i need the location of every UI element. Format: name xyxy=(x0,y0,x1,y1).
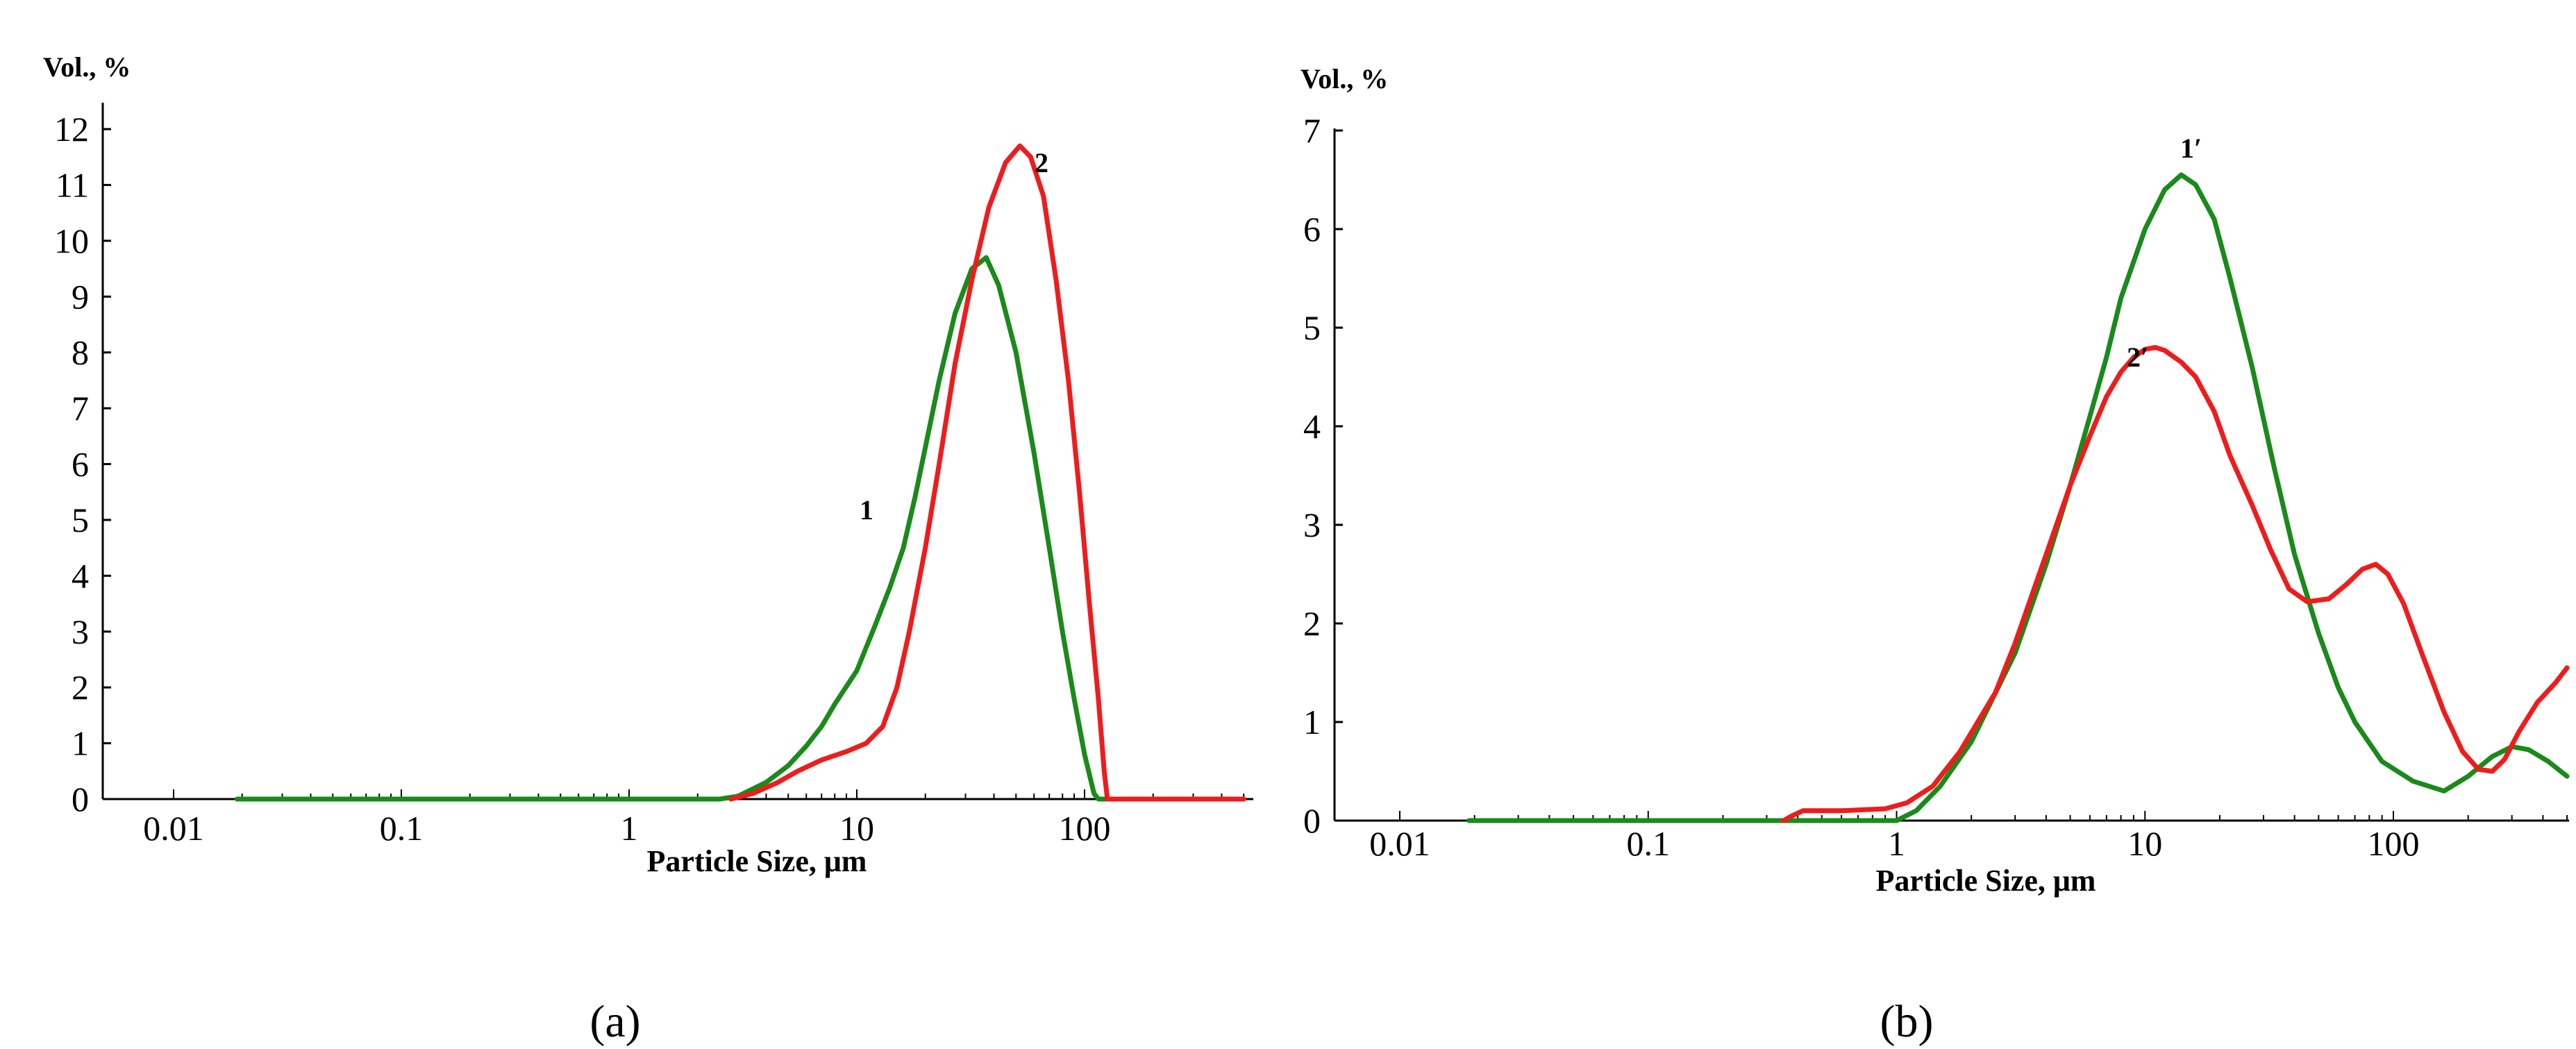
x-tick-label: 0.01 xyxy=(143,809,204,848)
y-tick-label: 0 xyxy=(1303,801,1321,840)
panel-a-x-axis-label: Particle Size, μm xyxy=(647,844,867,878)
panel-b-x-ticks: 0.01 0.1 1 10 100 xyxy=(1369,811,2568,863)
x-tick-label: 100 xyxy=(2368,824,2420,863)
panel-b-series xyxy=(1466,172,2570,823)
y-tick-label: 6 xyxy=(72,445,89,484)
series-line-2 xyxy=(728,143,1246,802)
y-tick-label: 9 xyxy=(72,277,89,316)
panel-a-x-ticks: 0.01 0.1 1 10 100 xyxy=(143,789,1245,848)
panel-b-y-ticks: 0 1 2 3 4 5 6 7 xyxy=(1303,111,1343,840)
y-tick-label: 2 xyxy=(72,668,89,707)
y-tick-label: 12 xyxy=(54,110,89,149)
y-tick-label: 4 xyxy=(72,556,89,595)
x-tick-label: 0.1 xyxy=(1627,824,1671,863)
panel-a-series xyxy=(234,143,1246,802)
y-tick-label: 3 xyxy=(72,612,89,651)
y-tick-label: 2 xyxy=(1303,604,1321,643)
panel-a-curve-label-2: 2 xyxy=(1035,147,1048,178)
series-line-1′ xyxy=(1466,172,2570,823)
panel-b-curve-label-2prime: 2′ xyxy=(2127,342,2148,373)
y-tick-label: 5 xyxy=(1303,308,1321,347)
y-tick-label: 5 xyxy=(72,501,89,539)
y-tick-label: 3 xyxy=(1303,505,1321,544)
panel-b-caption: (b) xyxy=(1880,996,1934,1047)
panel-a-y-axis-label: Vol., % xyxy=(43,51,131,83)
x-tick-label: 10 xyxy=(839,809,874,848)
panel-b-chart: Vol., % 0 1 2 3 4 5 6 7 0.01 0.1 1 10 100 Particle … xyxy=(1300,63,2570,1047)
panel-b-x-axis-label: Particle Size, μm xyxy=(1876,864,2096,898)
x-tick-label: 10 xyxy=(2127,824,2162,863)
panel-a-caption: (a) xyxy=(589,996,640,1047)
y-tick-label: 8 xyxy=(72,333,89,372)
x-tick-label: 0.1 xyxy=(380,809,424,848)
y-tick-label: 6 xyxy=(1303,210,1321,249)
panel-b-curve-label-1prime: 1′ xyxy=(2180,133,2202,164)
y-tick-label: 10 xyxy=(54,221,89,260)
y-tick-label: 1 xyxy=(1303,703,1321,741)
panel-b-y-axis-label: Vol., % xyxy=(1300,63,1388,94)
y-tick-label: 11 xyxy=(56,165,89,204)
y-tick-label: 1 xyxy=(72,724,89,763)
y-tick-label: 7 xyxy=(1303,111,1321,150)
panel-a-curve-label-1: 1 xyxy=(860,494,873,526)
y-tick-label: 7 xyxy=(72,389,89,428)
x-tick-label: 1 xyxy=(1888,824,1905,863)
x-tick-label: 100 xyxy=(1059,809,1111,848)
x-tick-label: 0.01 xyxy=(1369,824,1430,863)
series-line-2′ xyxy=(1780,344,2570,823)
y-tick-label: 0 xyxy=(72,780,89,819)
y-tick-label: 4 xyxy=(1303,407,1321,446)
series-line-1 xyxy=(234,255,1246,802)
x-tick-label: 1 xyxy=(621,809,638,848)
